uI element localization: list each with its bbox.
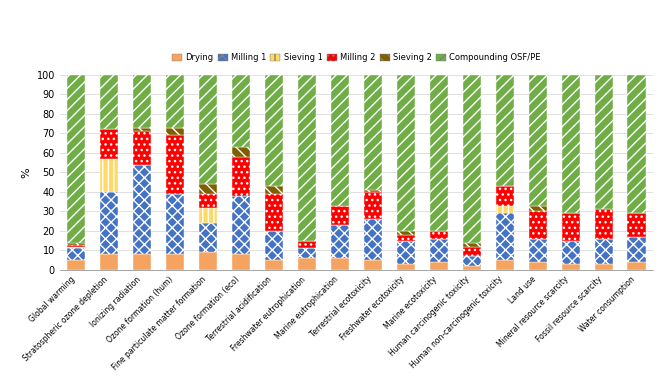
- Bar: [199, 252, 217, 270]
- Bar: [562, 75, 580, 213]
- Bar: [364, 190, 382, 192]
- Bar: [364, 260, 382, 270]
- Bar: [496, 186, 514, 205]
- Bar: [528, 239, 546, 262]
- Bar: [627, 213, 645, 237]
- Bar: [397, 264, 415, 270]
- Bar: [298, 75, 316, 241]
- Bar: [364, 75, 382, 190]
- Bar: [67, 248, 86, 260]
- Bar: [364, 219, 382, 260]
- Bar: [627, 237, 645, 262]
- Bar: [265, 231, 283, 260]
- Bar: [430, 239, 448, 262]
- Bar: [463, 247, 481, 256]
- Bar: [595, 239, 613, 264]
- Bar: [199, 207, 217, 223]
- Bar: [528, 205, 546, 211]
- Bar: [199, 194, 217, 207]
- Bar: [133, 164, 151, 254]
- Bar: [397, 231, 415, 235]
- Bar: [430, 75, 448, 231]
- Bar: [100, 192, 118, 254]
- Bar: [166, 75, 184, 128]
- Bar: [265, 186, 283, 194]
- Bar: [496, 260, 514, 270]
- Legend: Drying, Milling 1, Sieving 1, Milling 2, Sieving 2, Compounding OSF/PE: Drying, Milling 1, Sieving 1, Milling 2,…: [168, 50, 544, 65]
- Bar: [67, 243, 86, 245]
- Y-axis label: %: %: [21, 167, 31, 178]
- Bar: [331, 75, 349, 205]
- Bar: [133, 254, 151, 270]
- Bar: [232, 75, 250, 147]
- Bar: [166, 128, 184, 135]
- Bar: [463, 266, 481, 270]
- Bar: [496, 213, 514, 260]
- Bar: [463, 256, 481, 266]
- Bar: [232, 157, 250, 196]
- Bar: [67, 75, 86, 243]
- Bar: [562, 264, 580, 270]
- Bar: [67, 260, 86, 270]
- Bar: [100, 75, 118, 130]
- Bar: [265, 194, 283, 231]
- Bar: [627, 262, 645, 270]
- Bar: [166, 135, 184, 194]
- Bar: [528, 75, 546, 205]
- Bar: [166, 254, 184, 270]
- Bar: [133, 128, 151, 132]
- Bar: [67, 245, 86, 247]
- Bar: [331, 205, 349, 225]
- Bar: [562, 213, 580, 241]
- Bar: [627, 75, 645, 213]
- Bar: [528, 211, 546, 239]
- Bar: [595, 264, 613, 270]
- Bar: [496, 205, 514, 213]
- Bar: [298, 258, 316, 270]
- Bar: [298, 248, 316, 258]
- Bar: [100, 130, 118, 159]
- Bar: [199, 184, 217, 194]
- Bar: [100, 254, 118, 270]
- Bar: [67, 247, 86, 248]
- Bar: [199, 75, 217, 184]
- Bar: [166, 194, 184, 254]
- Bar: [496, 75, 514, 186]
- Bar: [397, 241, 415, 264]
- Bar: [265, 260, 283, 270]
- Bar: [397, 235, 415, 241]
- Bar: [528, 262, 546, 270]
- Bar: [298, 241, 316, 248]
- Bar: [595, 75, 613, 209]
- Bar: [397, 75, 415, 231]
- Bar: [331, 258, 349, 270]
- Bar: [331, 225, 349, 258]
- Bar: [430, 262, 448, 270]
- Bar: [232, 196, 250, 254]
- Bar: [199, 223, 217, 252]
- Bar: [364, 192, 382, 219]
- Bar: [430, 231, 448, 239]
- Bar: [562, 241, 580, 264]
- Bar: [232, 254, 250, 270]
- Bar: [265, 75, 283, 186]
- Bar: [463, 75, 481, 243]
- Bar: [133, 75, 151, 128]
- Bar: [463, 243, 481, 247]
- Bar: [595, 209, 613, 239]
- Bar: [100, 159, 118, 192]
- Bar: [133, 132, 151, 164]
- Bar: [232, 147, 250, 157]
